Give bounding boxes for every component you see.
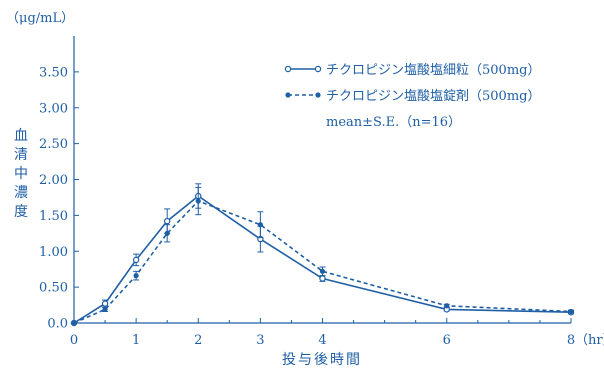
data-point (319, 268, 326, 274)
data-point (132, 256, 140, 264)
legend: チクロピジン塩酸塩細粒（500mg） チクロピジン塩酸塩錠剤（500mg） me… (284, 63, 540, 130)
x-tick-label: 3 (256, 333, 264, 348)
y-tick-label: 3.50 (39, 65, 68, 80)
y-axis-title-char: 血 (14, 128, 28, 144)
y-axis-title-char: 清 (14, 147, 28, 163)
x-tick-label: 8 (567, 333, 575, 348)
data-point (568, 308, 574, 315)
data-point (133, 273, 139, 279)
y-axis-title-char: 濃 (14, 185, 28, 201)
y-unit-label: （μg/mL） (6, 11, 74, 26)
x-axis-ticks: 0 1 2 3 4 6 8 (70, 318, 575, 348)
legend-item-granules: チクロピジン塩酸塩細粒（500mg） (284, 63, 540, 78)
data-point (163, 217, 171, 225)
y-tick-label: 2.00 (39, 173, 68, 188)
series-line (73, 200, 572, 324)
y-tick-label: 1.00 (39, 245, 68, 260)
x-unit-label: （hr） (575, 333, 604, 348)
data-point (195, 198, 201, 204)
legend-label-granules: チクロピジン塩酸塩細粒（500mg） (326, 63, 540, 78)
x-tick-label: 2 (194, 333, 202, 348)
series-0 (70, 183, 575, 327)
legend-item-tablets: チクロピジン塩酸塩錠剤（500mg） (285, 88, 540, 104)
x-tick-label: 1 (132, 333, 140, 348)
y-tick-label: 3.00 (39, 101, 68, 116)
data-point (101, 300, 109, 307)
y-tick-label: 1.50 (39, 209, 68, 224)
x-tick-label: 6 (443, 333, 451, 348)
data-point (164, 230, 170, 236)
y-axis-ticks: 0.0 0.50 1.00 1.50 2.00 2.50 3.00 3.50 (39, 65, 79, 332)
data-point (102, 306, 108, 312)
data-point (71, 320, 77, 326)
x-tick-label: 0 (70, 333, 78, 348)
data-point (257, 222, 263, 228)
data-point (444, 303, 450, 309)
y-axis-title-char: 中 (14, 166, 28, 182)
data-point (319, 275, 326, 282)
y-axis-title-char: 度 (14, 204, 28, 220)
x-tick-label: 4 (318, 333, 326, 348)
y-tick-label: 2.50 (39, 137, 68, 152)
legend-label-tablets: チクロピジン塩酸塩錠剤（500mg） (326, 88, 540, 104)
y-tick-label: 0.50 (39, 281, 68, 296)
legend-marker-granules-end (314, 65, 322, 73)
legend-marker-tablets-end (315, 92, 321, 98)
series-layer (70, 183, 575, 327)
x-axis-title: 投与後時間 (282, 352, 362, 368)
series-1 (71, 186, 574, 326)
legend-note: mean±S.E.（n=16） (326, 115, 461, 130)
y-tick-label: 0.0 (47, 317, 68, 332)
legend-marker-tablets (285, 92, 291, 98)
legend-marker-granules (284, 65, 292, 73)
